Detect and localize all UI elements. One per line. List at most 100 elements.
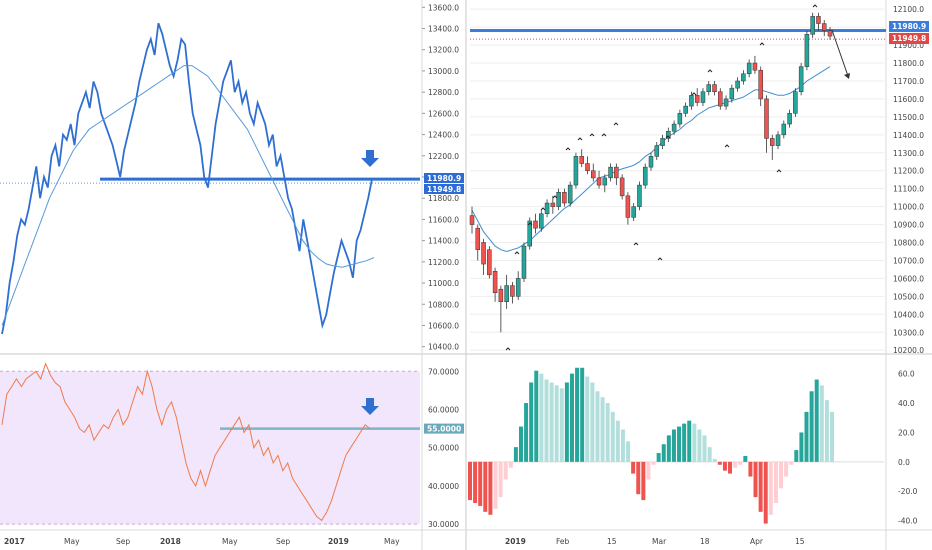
candle-down [475, 227, 481, 250]
candle-down [596, 177, 602, 186]
histogram-bar-positive [799, 432, 804, 462]
histogram-bar-negative [488, 461, 493, 515]
histogram-bar-negative [773, 461, 778, 504]
candle-down [619, 177, 625, 197]
histogram-bar-negative [758, 461, 763, 512]
fractal-marker [633, 242, 639, 246]
candle-up [521, 245, 527, 279]
histogram-bar-positive [554, 385, 559, 462]
candle-up [746, 62, 752, 75]
candle-up [573, 156, 579, 186]
candle-up [741, 73, 746, 82]
candle-up [648, 156, 654, 168]
y-tick-label: 12600.0 [428, 109, 459, 118]
candle-up [602, 177, 608, 186]
candle-up [642, 166, 648, 186]
candle-down [821, 23, 827, 31]
rsi-line [1, 362, 371, 522]
y-tick-label: 13400.0 [428, 25, 459, 34]
candle-down [694, 95, 700, 103]
candle-up [631, 206, 636, 218]
x-tick-label: May [384, 537, 400, 546]
candle-down [469, 215, 475, 225]
candle-down [585, 163, 590, 171]
histogram-bar-positive [682, 423, 687, 462]
histogram-bar-positive [697, 429, 702, 462]
histogram-bar-negative [733, 461, 738, 468]
candle-down [712, 84, 717, 92]
down-arrow-icon [361, 398, 379, 415]
price-badge [424, 173, 464, 183]
y-tick-label: 11000.0 [428, 279, 459, 288]
histogram-bar-positive [559, 388, 564, 462]
candle-up [810, 16, 815, 35]
x-tick-label: May [64, 537, 80, 546]
x-tick-label: Sep [276, 537, 290, 546]
y-tick-label: 11000.0 [893, 203, 924, 212]
y-tick-label: 11100.0 [893, 185, 924, 194]
y-tick-label: 40.0000 [428, 482, 459, 491]
x-tick-label: Feb [556, 537, 570, 546]
histogram-bar-positive [692, 423, 697, 462]
y-tick-label: 60.0 [898, 370, 915, 379]
y-tick-label: 11700.0 [893, 77, 924, 86]
histogram-bar-negative [753, 461, 758, 498]
histogram-bar-negative [768, 461, 773, 515]
histogram-bar-negative [763, 461, 768, 524]
candle-up [677, 113, 683, 125]
candle-down [550, 202, 556, 207]
x-tick-label: 15 [795, 537, 805, 546]
histogram-bar-positive [743, 455, 748, 462]
candle-up [556, 192, 561, 207]
candle-up [504, 285, 509, 302]
histogram-bar-negative [646, 461, 651, 480]
y-tick-label: 30.0000 [428, 520, 459, 529]
candle-up [804, 34, 810, 67]
y-tick-label: 10400.0 [428, 343, 459, 352]
candle-up [539, 213, 544, 229]
candle-down [492, 270, 498, 294]
histogram-bar-positive [626, 441, 631, 462]
price-badge-label: 11949.8 [427, 185, 461, 194]
histogram-bar-negative [636, 461, 641, 495]
candle-up [654, 145, 660, 157]
candle-down [591, 170, 596, 179]
histogram-bar-positive [656, 453, 661, 462]
histogram-bar-positive [814, 379, 819, 462]
y-tick-label: 13200.0 [428, 46, 459, 55]
y-tick-label: 10600.0 [893, 274, 924, 283]
candle-up [735, 80, 740, 89]
histogram-bar-negative [722, 461, 727, 471]
candle-up [775, 134, 781, 146]
candle-up [671, 123, 677, 132]
histogram-bar-negative [717, 461, 722, 465]
moving-average-line [1, 65, 375, 326]
histogram-bar-negative [631, 461, 636, 474]
candle-down [487, 249, 492, 276]
projection-arrow [831, 29, 849, 77]
y-tick-label: 40.0 [898, 399, 915, 408]
histogram-bar-positive [615, 420, 620, 462]
x-tick-label: May [222, 537, 238, 546]
candle-up [567, 184, 573, 204]
price-badge [889, 21, 929, 32]
histogram-bar-positive [518, 426, 523, 462]
candle-up [723, 98, 729, 107]
candle-up [798, 66, 804, 92]
fractal-marker [577, 137, 583, 141]
histogram-bar-negative [641, 461, 646, 501]
y-tick-label: 10700.0 [893, 256, 924, 265]
histogram-bar-positive [824, 400, 829, 462]
x-tick-label: Mar [652, 537, 667, 546]
histogram-bar-positive [702, 435, 707, 462]
histogram-bar-negative [748, 461, 753, 477]
histogram-bar-positive [666, 435, 671, 462]
price-line [1, 22, 373, 335]
histogram-bar-positive [671, 429, 676, 462]
y-tick-label: 13600.0 [428, 3, 459, 12]
fractal-marker [724, 144, 730, 148]
histogram-bar-negative [728, 461, 733, 474]
histogram-bar-positive [600, 397, 605, 462]
y-tick-label: 12100.0 [893, 5, 924, 14]
y-tick-label: 11400.0 [428, 237, 459, 246]
